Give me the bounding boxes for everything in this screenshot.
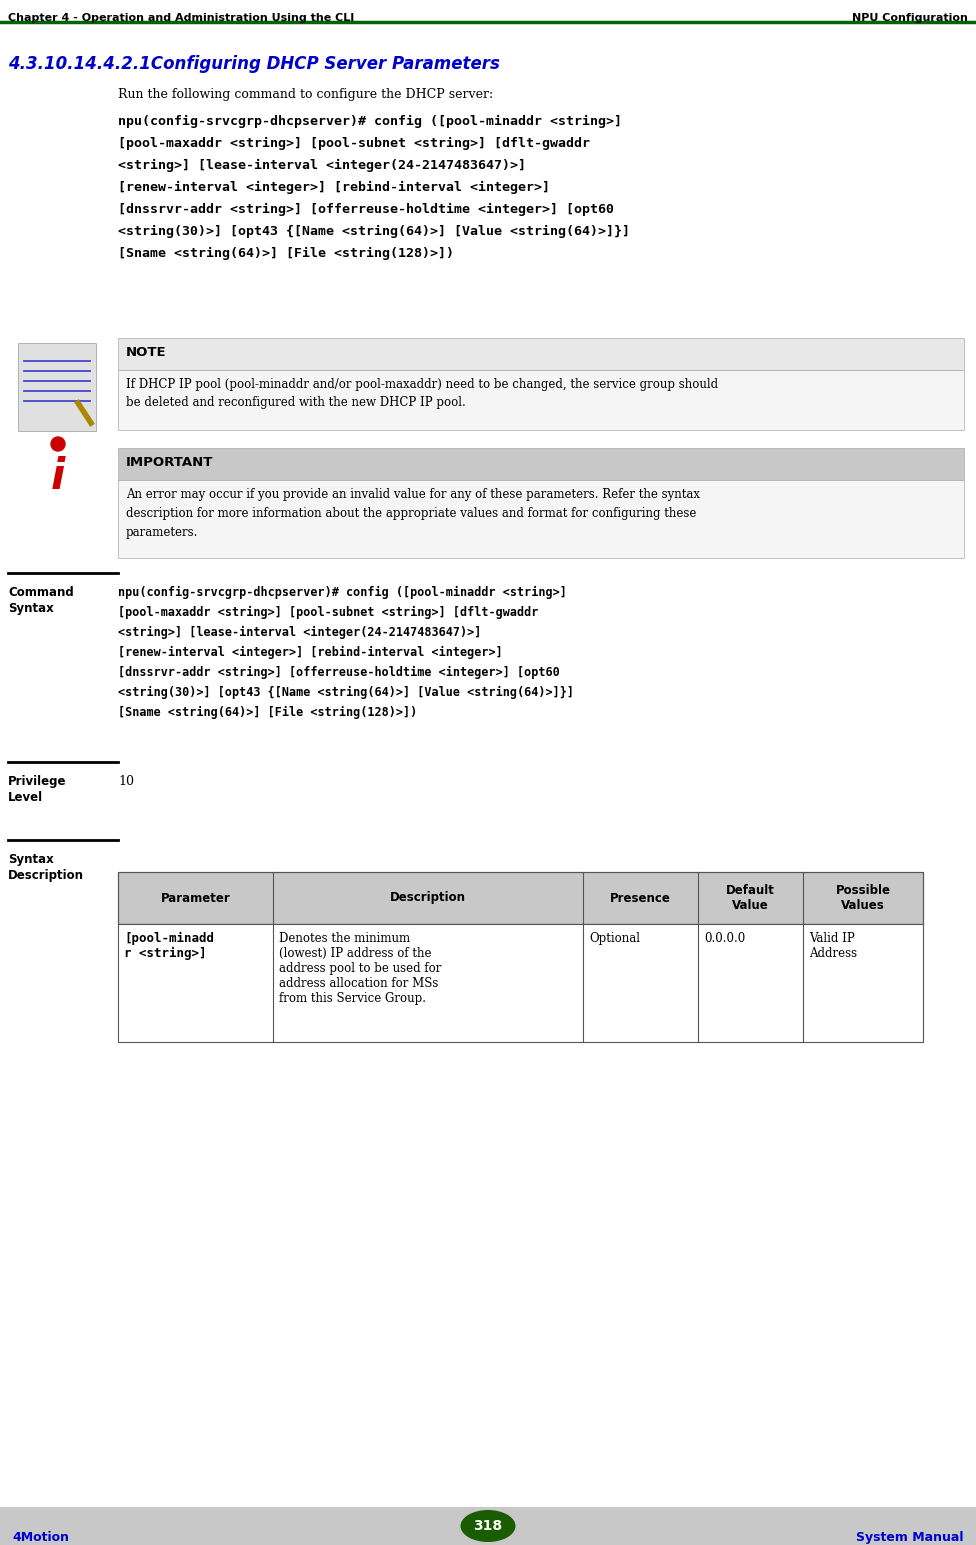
Text: Level: Level	[8, 791, 43, 803]
Text: Presence: Presence	[610, 891, 671, 904]
Ellipse shape	[461, 1509, 515, 1542]
Text: Denotes the minimum
(lowest) IP address of the
address pool to be used for
addre: Denotes the minimum (lowest) IP address …	[279, 932, 441, 1004]
Text: Possible
Values: Possible Values	[835, 884, 890, 912]
Circle shape	[51, 437, 65, 451]
Text: NPU Configuration: NPU Configuration	[852, 12, 968, 23]
Text: Command: Command	[8, 586, 74, 599]
Text: 10: 10	[118, 776, 134, 788]
Text: 4.3.10.14.4.2.1Configuring DHCP Server Parameters: 4.3.10.14.4.2.1Configuring DHCP Server P…	[8, 56, 500, 73]
Text: Syntax: Syntax	[8, 603, 54, 615]
FancyBboxPatch shape	[118, 338, 964, 369]
Text: npu(config-srvcgrp-dhcpserver)# config ([pool-minaddr <string>]: npu(config-srvcgrp-dhcpserver)# config (…	[118, 114, 622, 128]
Text: NOTE: NOTE	[126, 346, 167, 358]
Text: <string(30)>] [opt43 {[Name <string(64)>] [Value <string(64)>]}]: <string(30)>] [opt43 {[Name <string(64)>…	[118, 686, 574, 698]
Text: [renew-interval <integer>] [rebind-interval <integer>]: [renew-interval <integer>] [rebind-inter…	[118, 646, 503, 660]
Text: [Sname <string(64)>] [File <string(128)>]): [Sname <string(64)>] [File <string(128)>…	[118, 706, 418, 718]
Text: [pool-maxaddr <string>] [pool-subnet <string>] [dflt-gwaddr: [pool-maxaddr <string>] [pool-subnet <st…	[118, 138, 590, 150]
FancyBboxPatch shape	[118, 448, 964, 480]
Text: Run the following command to configure the DHCP server:: Run the following command to configure t…	[118, 88, 493, 100]
Text: description for more information about the appropriate values and format for con: description for more information about t…	[126, 507, 696, 521]
Text: If DHCP IP pool (pool-minaddr and/or pool-maxaddr) need to be changed, the servi: If DHCP IP pool (pool-minaddr and/or poo…	[126, 379, 718, 391]
Text: 0.0.0.0: 0.0.0.0	[704, 932, 746, 946]
Text: [renew-interval <integer>] [rebind-interval <integer>]: [renew-interval <integer>] [rebind-inter…	[118, 181, 550, 195]
FancyBboxPatch shape	[0, 1506, 976, 1545]
Text: <string(30)>] [opt43 {[Name <string(64)>] [Value <string(64)>]}]: <string(30)>] [opt43 {[Name <string(64)>…	[118, 226, 630, 238]
Text: <string>] [lease-interval <integer(24-2147483647)>]: <string>] [lease-interval <integer(24-21…	[118, 626, 481, 640]
Text: [dnssrvr-addr <string>] [offerreuse-holdtime <integer>] [opt60: [dnssrvr-addr <string>] [offerreuse-hold…	[118, 666, 560, 680]
Text: Description: Description	[390, 891, 466, 904]
Text: [dnssrvr-addr <string>] [offerreuse-holdtime <integer>] [opt60: [dnssrvr-addr <string>] [offerreuse-hold…	[118, 202, 614, 216]
FancyBboxPatch shape	[118, 871, 923, 924]
Text: 318: 318	[473, 1519, 503, 1533]
FancyBboxPatch shape	[118, 369, 964, 430]
Text: <string>] [lease-interval <integer(24-2147483647)>]: <string>] [lease-interval <integer(24-21…	[118, 159, 526, 171]
Text: Parameter: Parameter	[161, 891, 230, 904]
Text: An error may occur if you provide an invalid value for any of these parameters. : An error may occur if you provide an inv…	[126, 488, 700, 501]
Text: parameters.: parameters.	[126, 525, 198, 539]
Text: npu(config-srvcgrp-dhcpserver)# config ([pool-minaddr <string>]: npu(config-srvcgrp-dhcpserver)# config (…	[118, 586, 567, 599]
Text: Chapter 4 - Operation and Administration Using the CLI: Chapter 4 - Operation and Administration…	[8, 12, 354, 23]
Text: [pool-maxaddr <string>] [pool-subnet <string>] [dflt-gwaddr: [pool-maxaddr <string>] [pool-subnet <st…	[118, 606, 539, 620]
FancyBboxPatch shape	[118, 924, 923, 1041]
Text: be deleted and reconfigured with the new DHCP IP pool.: be deleted and reconfigured with the new…	[126, 396, 466, 409]
Text: [pool-minadd
r <string>]: [pool-minadd r <string>]	[124, 932, 214, 959]
Text: i: i	[51, 456, 65, 497]
Text: System Manual: System Manual	[857, 1531, 964, 1543]
FancyBboxPatch shape	[18, 343, 96, 431]
Text: Privilege: Privilege	[8, 776, 66, 788]
FancyBboxPatch shape	[118, 480, 964, 558]
Text: Description: Description	[8, 868, 84, 882]
Text: [Sname <string(64)>] [File <string(128)>]): [Sname <string(64)>] [File <string(128)>…	[118, 247, 454, 260]
Text: 4Motion: 4Motion	[12, 1531, 69, 1543]
Text: Syntax: Syntax	[8, 853, 54, 867]
Text: Valid IP
Address: Valid IP Address	[809, 932, 857, 959]
Text: IMPORTANT: IMPORTANT	[126, 456, 214, 470]
Text: Optional: Optional	[589, 932, 640, 946]
Text: Default
Value: Default Value	[726, 884, 775, 912]
